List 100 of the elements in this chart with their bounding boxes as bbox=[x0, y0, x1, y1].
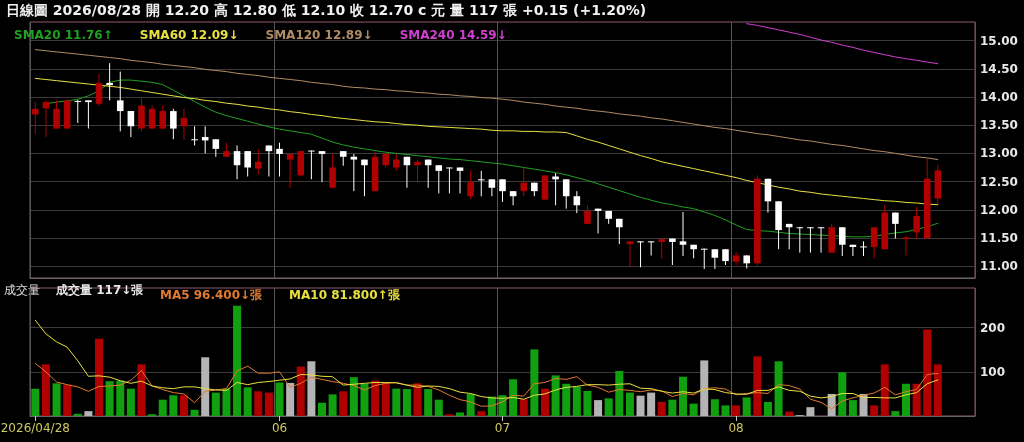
candlestick bbox=[562, 178, 570, 210]
bar bbox=[179, 395, 188, 416]
candlestick bbox=[85, 99, 92, 130]
bar bbox=[339, 391, 348, 416]
y-tick-label: 100 bbox=[980, 364, 1006, 379]
bar bbox=[264, 392, 273, 416]
candlestick bbox=[414, 159, 421, 184]
bar bbox=[116, 380, 125, 416]
bar bbox=[901, 383, 910, 416]
chart-title: 日線圖 2026/08/28 開 12.20 高 12.80 低 12.10 收 12.70 c 元 量 117 張 +0.15 (+1.20%) bbox=[5, 1, 648, 20]
bar bbox=[466, 393, 475, 416]
candlestick bbox=[477, 170, 485, 197]
candlestick bbox=[329, 153, 336, 189]
candlestick bbox=[74, 99, 82, 124]
candlestick bbox=[170, 108, 177, 140]
bar bbox=[126, 388, 135, 416]
text: MA10 81.800↑張 bbox=[289, 288, 401, 302]
candlestick bbox=[116, 71, 124, 132]
y-tick-label: 200 bbox=[980, 320, 1006, 335]
candlestick bbox=[679, 211, 687, 257]
candlestick bbox=[191, 125, 198, 146]
candlestick bbox=[584, 204, 591, 225]
bar bbox=[424, 389, 433, 416]
candlestick bbox=[127, 110, 135, 138]
bar bbox=[923, 329, 932, 416]
candlestick bbox=[276, 142, 283, 177]
y-tick-label: 13.00 bbox=[980, 146, 1018, 161]
y-tick-label: 12.50 bbox=[980, 174, 1018, 189]
bar bbox=[328, 394, 337, 416]
bar bbox=[689, 403, 698, 416]
bar bbox=[317, 402, 326, 416]
bar bbox=[625, 392, 634, 416]
line-series bbox=[34, 319, 939, 400]
candlestick bbox=[499, 178, 506, 203]
bar bbox=[381, 382, 390, 416]
bar bbox=[402, 389, 411, 416]
candlestick bbox=[860, 240, 867, 257]
bar bbox=[848, 400, 857, 416]
bar bbox=[891, 411, 900, 416]
candlestick bbox=[244, 150, 251, 177]
text: SMA240 14.59↓ bbox=[399, 28, 507, 42]
candlestick bbox=[446, 166, 453, 194]
bar bbox=[732, 405, 741, 416]
bar bbox=[615, 370, 624, 416]
candlestick bbox=[913, 206, 920, 240]
bar bbox=[349, 377, 358, 416]
candlestick bbox=[700, 248, 708, 270]
candlestick bbox=[286, 153, 294, 189]
bar bbox=[604, 398, 613, 416]
bar bbox=[519, 399, 528, 416]
candlestick bbox=[361, 159, 368, 197]
bar bbox=[243, 387, 252, 416]
candlestick bbox=[626, 240, 634, 268]
candlestick bbox=[265, 144, 273, 177]
candlestick bbox=[106, 62, 113, 101]
bar bbox=[95, 338, 104, 416]
candlestick bbox=[616, 218, 623, 245]
bar bbox=[806, 407, 815, 416]
bar bbox=[371, 380, 380, 416]
bar bbox=[880, 364, 889, 416]
bar bbox=[169, 395, 178, 416]
bar bbox=[456, 412, 465, 416]
text: SMA60 12.09↓ bbox=[139, 28, 239, 42]
candlestick bbox=[467, 170, 474, 200]
bar bbox=[233, 305, 242, 416]
line-series bbox=[34, 77, 939, 206]
bar bbox=[413, 383, 422, 416]
bar bbox=[594, 400, 603, 416]
candlestick bbox=[456, 166, 464, 194]
bar bbox=[838, 372, 847, 416]
candlestick bbox=[159, 104, 167, 130]
bar bbox=[509, 379, 518, 416]
bar bbox=[84, 411, 93, 416]
candlestick bbox=[233, 144, 241, 180]
candlestick bbox=[711, 248, 719, 270]
bar bbox=[753, 356, 762, 416]
candlestick bbox=[658, 238, 666, 260]
bar bbox=[763, 401, 772, 416]
bar bbox=[710, 399, 719, 416]
bar bbox=[477, 411, 486, 416]
candlestick bbox=[53, 99, 60, 130]
x-tick-label: 07 bbox=[494, 421, 511, 435]
bar bbox=[679, 376, 688, 416]
y-tick-label: 11.00 bbox=[980, 259, 1018, 274]
bar bbox=[530, 349, 539, 416]
candlestick bbox=[838, 226, 846, 257]
bar bbox=[307, 361, 316, 416]
candlestick bbox=[308, 150, 315, 180]
candlestick bbox=[488, 178, 496, 197]
bar bbox=[540, 388, 549, 416]
y-tick-label: 12.00 bbox=[980, 202, 1018, 217]
bar bbox=[211, 392, 220, 416]
bar bbox=[434, 399, 443, 416]
candlestick bbox=[892, 212, 899, 240]
candlestick bbox=[732, 251, 740, 266]
bar bbox=[286, 382, 295, 416]
x-tick-label: 08 bbox=[728, 421, 744, 435]
bar bbox=[636, 395, 645, 416]
y-tick-label: 15.00 bbox=[980, 33, 1018, 48]
bar bbox=[742, 397, 751, 416]
